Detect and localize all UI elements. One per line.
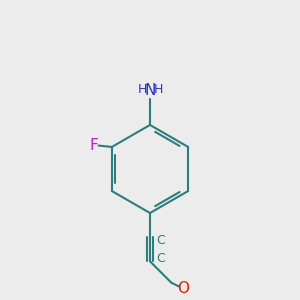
Text: F: F <box>89 138 98 153</box>
Text: C: C <box>156 233 165 247</box>
Text: H: H <box>153 83 163 96</box>
Text: O: O <box>177 281 189 296</box>
Text: N: N <box>144 83 156 98</box>
Text: C: C <box>156 252 165 265</box>
Text: H: H <box>137 83 147 96</box>
